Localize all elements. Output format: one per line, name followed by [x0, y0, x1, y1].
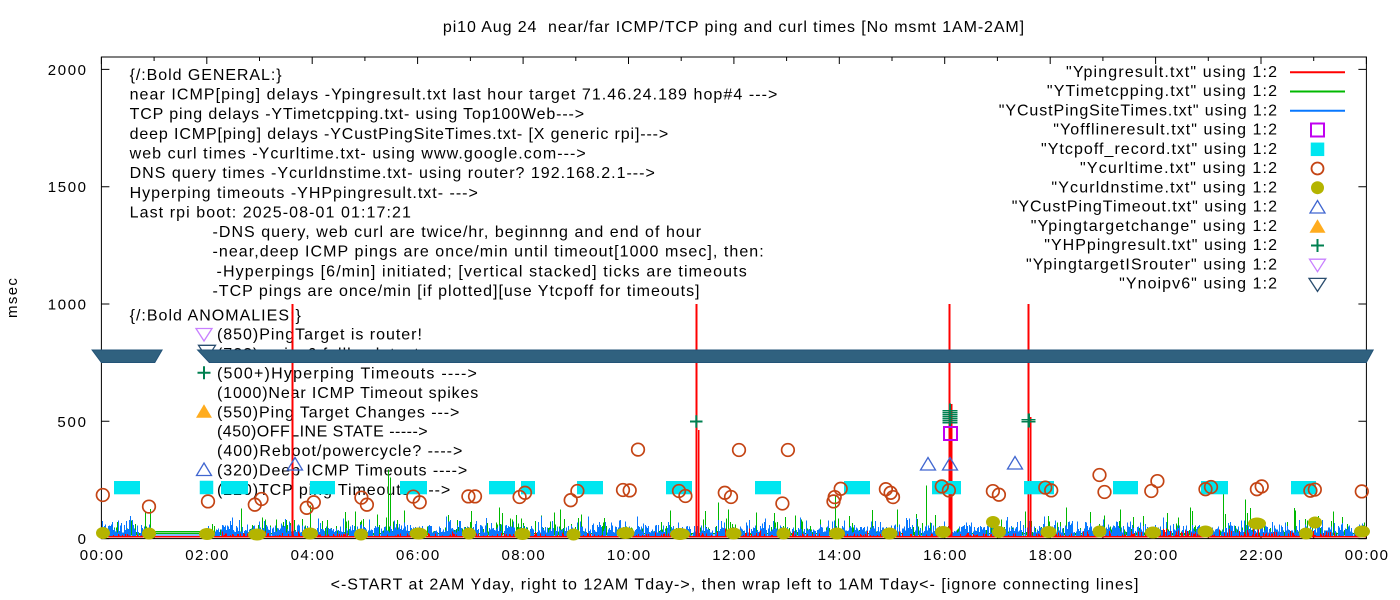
svg-text:12:00: 12:00: [712, 547, 755, 564]
svg-text:Last rpi boot: 2025-08-01 01:1: Last rpi boot: 2025-08-01 01:17:21: [130, 204, 411, 221]
svg-text:"Yofflineresult.txt" using 1:2: "Yofflineresult.txt" using 1:2: [1053, 122, 1277, 139]
svg-text:16:00: 16:00: [923, 547, 966, 564]
svg-text:22:00: 22:00: [1239, 547, 1282, 564]
svg-text:(500+)Hyperping Timeouts ---->: (500+)Hyperping Timeouts ---->: [217, 366, 477, 383]
svg-text:2000: 2000: [48, 62, 86, 79]
svg-text:"YpingtargetISrouter" using 1:: "YpingtargetISrouter" using 1:2: [1026, 256, 1277, 273]
svg-text:(850)PingTarget is router!: (850)PingTarget is router!: [217, 327, 422, 344]
svg-text:pi10 Aug 24 near/far ICMP/TCP: pi10 Aug 24 near/far ICMP/TCP ping and c…: [443, 19, 1024, 36]
svg-text:"Ycurltime.txt" using 1:2: "Ycurltime.txt" using 1:2: [1080, 160, 1277, 177]
svg-text:-near,deep ICMP pings are once: -near,deep ICMP pings are once/min until…: [213, 244, 764, 261]
svg-text:(400)Reboot/powercycle? ---->: (400)Reboot/powercycle? ---->: [217, 443, 462, 460]
svg-text:TCP ping delays -YTimetcpping.: TCP ping delays -YTimetcpping.txt- using…: [130, 106, 584, 123]
svg-text:-TCP pings are once/min [if pl: -TCP pings are once/min [if plotted][use…: [213, 283, 700, 300]
svg-text:20:00: 20:00: [1134, 547, 1177, 564]
svg-text:deep ICMP[ping] delays -YCustP: deep ICMP[ping] delays -YCustPingSiteTim…: [130, 126, 669, 143]
svg-text:18:00: 18:00: [1029, 547, 1072, 564]
svg-text:"Ytcpoff_record.txt" using 1:2: "Ytcpoff_record.txt" using 1:2: [1041, 141, 1277, 158]
svg-text:"Ypingresult.txt" using 1:2: "Ypingresult.txt" using 1:2: [1066, 64, 1277, 81]
svg-text:02:00: 02:00: [185, 547, 228, 564]
svg-text:"YTimetcpping.txt" using 1:2: "YTimetcpping.txt" using 1:2: [1047, 83, 1277, 100]
svg-text:14:00: 14:00: [818, 547, 861, 564]
svg-text:00:00: 00:00: [80, 547, 123, 564]
svg-text:near ICMP[ping] delays -Ypingr: near ICMP[ping] delays -Ypingresult.txt …: [130, 87, 778, 104]
svg-text:"Ypingtargetchange" using 1:2: "Ypingtargetchange" using 1:2: [1031, 218, 1277, 235]
svg-text:DNS query times -Ycurldnstime.: DNS query times -Ycurldnstime.txt- using…: [130, 165, 655, 182]
svg-text:10:00: 10:00: [607, 547, 650, 564]
svg-text:{/:Bold GENERAL:}: {/:Bold GENERAL:}: [130, 67, 283, 84]
svg-text:Hyperping timeouts -YHPpingres: Hyperping timeouts -YHPpingresult.txt- -…: [130, 185, 478, 202]
svg-text:web curl times -Ycurltime.txt-: web curl times -Ycurltime.txt- using www…: [129, 145, 586, 162]
svg-text:msec: msec: [4, 278, 21, 318]
svg-text:{/:Bold ANOMALIES:}: {/:Bold ANOMALIES:}: [130, 307, 302, 324]
svg-text:1500: 1500: [48, 179, 86, 196]
svg-text:1000: 1000: [48, 297, 86, 314]
svg-text:(320)Deep ICMP Timeouts ---->: (320)Deep ICMP Timeouts ---->: [217, 463, 467, 480]
svg-text:-Hyperpings [6/min] initiated;: -Hyperpings [6/min] initiated; [vertical…: [217, 263, 747, 280]
svg-text:"YHPpingresult.txt" using 1:2: "YHPpingresult.txt" using 1:2: [1044, 237, 1277, 254]
svg-text:"Ycurldnstime.txt" using 1:2: "Ycurldnstime.txt" using 1:2: [1051, 179, 1277, 196]
svg-text:(450)OFFLINE STATE ----->: (450)OFFLINE STATE ----->: [217, 424, 428, 441]
svg-text:08:00: 08:00: [502, 547, 545, 564]
svg-text:04:00: 04:00: [291, 547, 334, 564]
svg-text:"YCustPingTimeout.txt" using 1: "YCustPingTimeout.txt" using 1:2: [1012, 199, 1277, 216]
svg-text:(550)Ping Target Changes --->: (550)Ping Target Changes --->: [217, 404, 459, 421]
svg-text:-DNS query, web curl are twice: -DNS query, web curl are twice/hr, begin…: [213, 224, 702, 241]
svg-text:0: 0: [78, 531, 86, 548]
svg-text:"YCustPingSiteTimes.txt" using: "YCustPingSiteTimes.txt" using 1:2: [999, 102, 1277, 119]
svg-text:500: 500: [57, 414, 86, 431]
svg-text:(1000)Near ICMP Timeout spikes: (1000)Near ICMP Timeout spikes: [217, 385, 478, 402]
svg-text:"Ynoipv6" using 1:2: "Ynoipv6" using 1:2: [1119, 276, 1277, 293]
svg-text:00:00: 00:00: [1345, 547, 1388, 564]
svg-text:<-START at 2AM Yday, right to: <-START at 2AM Yday, right to 12AM Tday-…: [331, 577, 1139, 594]
svg-text:06:00: 06:00: [396, 547, 439, 564]
